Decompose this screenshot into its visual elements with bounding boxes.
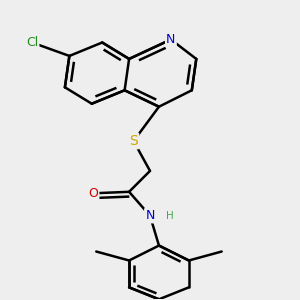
Text: H: H <box>166 211 173 221</box>
Text: O: O <box>88 187 98 200</box>
Text: Cl: Cl <box>26 36 38 49</box>
Text: N: N <box>145 209 155 222</box>
Text: N: N <box>166 33 176 46</box>
Text: S: S <box>129 134 138 148</box>
